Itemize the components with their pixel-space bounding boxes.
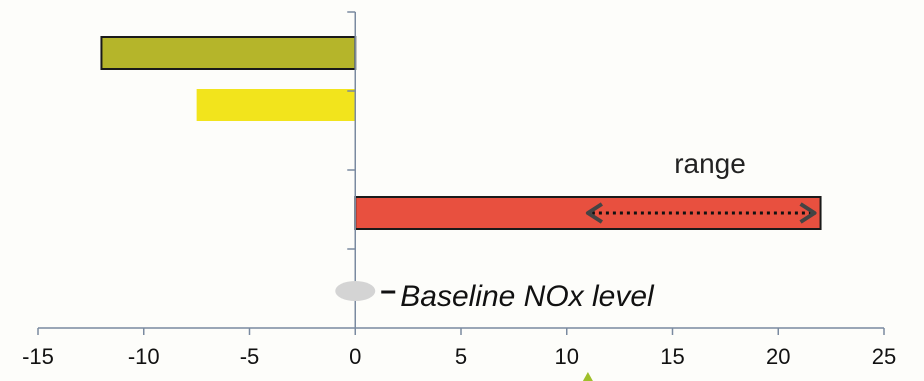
range-arrow-right-head [799,202,817,224]
x-tick-label-10: 10 [555,344,579,369]
x-tick-label-0: 0 [349,344,361,369]
x-tick-label--10: -10 [128,344,160,369]
baseline-label: Baseline NOx level [400,280,655,313]
range-label: range [674,148,746,179]
x-tick-label--5: -5 [240,344,260,369]
x-tick-label-25: 25 [872,344,896,369]
bar-1 [100,36,357,70]
x-tick-label-5: 5 [455,344,467,369]
x-tick-label--15: -15 [22,344,54,369]
x-tick-label-15: 15 [660,344,684,369]
x-tick-label-20: 20 [766,344,790,369]
range-arrow-left-head [585,202,603,224]
green-marker [582,372,593,381]
baseline-marker [335,281,376,301]
bar-2 [196,89,356,121]
